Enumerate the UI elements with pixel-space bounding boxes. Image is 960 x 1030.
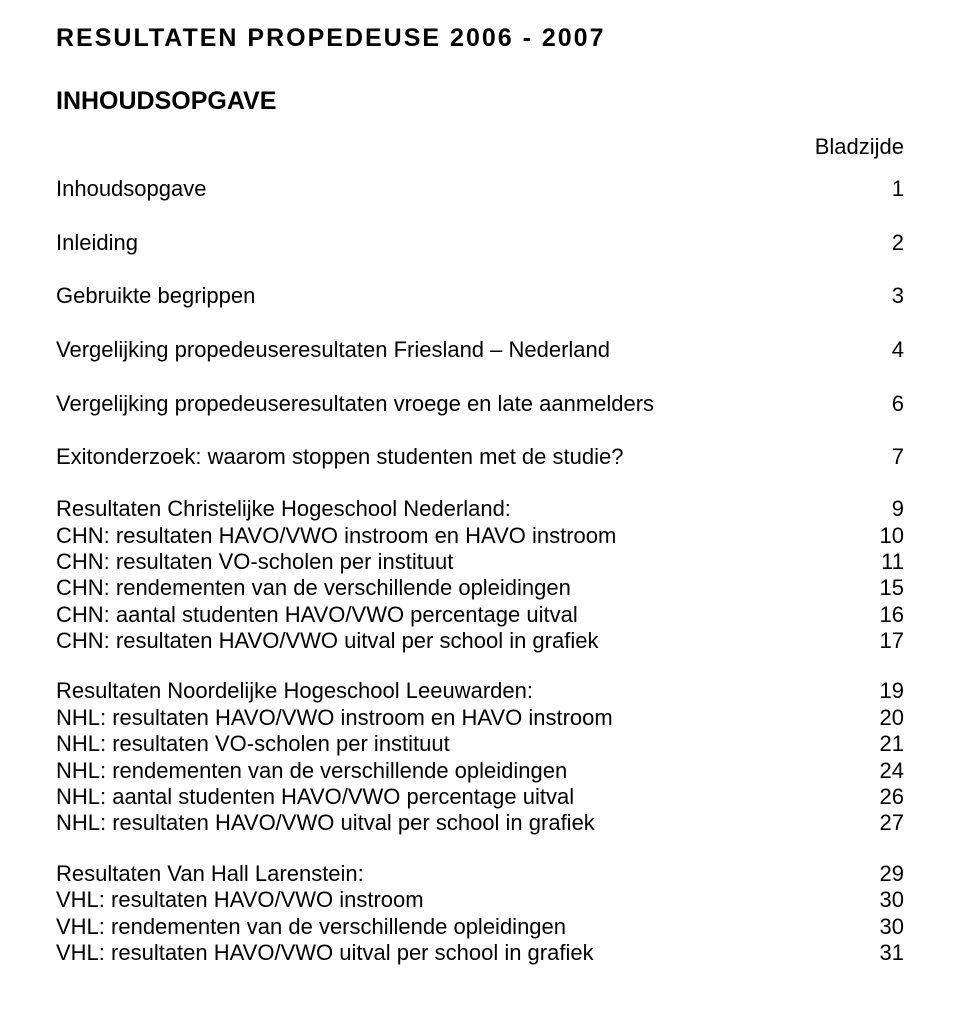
toc-item-label: CHN: resultaten VO-scholen per instituut [56,549,856,575]
toc-item-page: 26 [856,784,904,810]
spacer [56,257,904,281]
toc-item: Inhoudsopgave1 [56,174,904,204]
toc-item-page: 15 [856,575,904,601]
spacer [56,837,904,861]
toc-item-label: CHN: rendementen van de verschillende op… [56,575,856,601]
toc-groups: Resultaten Christelijke Hogeschool Neder… [56,496,904,990]
spacer [56,365,904,389]
toc-item-page: 16 [856,602,904,628]
toc-item-label: VHL: rendementen van de verschillende op… [56,914,856,940]
toc-group-lead: Resultaten Noordelijke Hogeschool Leeuwa… [56,678,904,704]
toc-item: CHN: resultaten HAVO/VWO uitval per scho… [56,628,904,654]
toc-group-lead: Resultaten Christelijke Hogeschool Neder… [56,496,904,522]
toc-item-label: Inhoudsopgave [56,174,856,204]
toc-item: Inleiding2 [56,228,904,258]
spacer [56,311,904,335]
toc-item: NHL: rendementen van de verschillende op… [56,758,904,784]
toc-item-page: 30 [856,887,904,913]
toc-item-page: 1 [856,174,904,204]
spacer [56,654,904,678]
toc-item-label: Vergelijking propedeuseresultaten vroege… [56,389,856,419]
toc-item-page: 31 [856,940,904,966]
toc-item-page: 7 [856,442,904,472]
toc-item-label: Inleiding [56,228,856,258]
toc-item: NHL: resultaten HAVO/VWO uitval per scho… [56,810,904,836]
toc-item-page: 6 [856,389,904,419]
toc-item: CHN: aantal studenten HAVO/VWO percentag… [56,602,904,628]
toc-group: Resultaten Christelijke Hogeschool Neder… [56,496,904,654]
toc-item: Vergelijking propedeuseresultaten Friesl… [56,335,904,365]
toc-item-page: 9 [856,496,904,522]
toc-item-label: VHL: resultaten HAVO/VWO instroom [56,887,856,913]
toc-item-label: Gebruikte begrippen [56,281,856,311]
toc-item-label: NHL: resultaten HAVO/VWO instroom en HAV… [56,705,856,731]
toc-item: NHL: resultaten HAVO/VWO instroom en HAV… [56,705,904,731]
toc-item: Vergelijking propedeuseresultaten vroege… [56,389,904,419]
toc-item-label: NHL: aantal studenten HAVO/VWO percentag… [56,784,856,810]
toc-item-label: Resultaten Christelijke Hogeschool Neder… [56,496,856,522]
toc-item-label: CHN: resultaten HAVO/VWO uitval per scho… [56,628,856,654]
spacer [56,966,904,990]
toc-item: CHN: resultaten VO-scholen per instituut… [56,549,904,575]
toc-item: VHL: resultaten HAVO/VWO uitval per scho… [56,940,904,966]
toc-item: NHL: aantal studenten HAVO/VWO percentag… [56,784,904,810]
toc-item-page: 24 [856,758,904,784]
toc-item-page: 20 [856,705,904,731]
column-header-page: Bladzijde [56,134,904,160]
toc-top-items: Inhoudsopgave1Inleiding2Gebruikte begrip… [56,174,904,496]
document-title: RESULTATEN PROPEDEUSE 2006 - 2007 [56,24,904,53]
toc-item-page: 27 [856,810,904,836]
toc-item-label: CHN: resultaten HAVO/VWO instroom en HAV… [56,523,856,549]
toc-group-lead: Resultaten Van Hall Larenstein:29 [56,861,904,887]
toc-item: VHL: rendementen van de verschillende op… [56,914,904,940]
toc-item-label: NHL: resultaten VO-scholen per instituut [56,731,856,757]
toc-item-page: 3 [856,281,904,311]
toc-item-label: Resultaten Noordelijke Hogeschool Leeuwa… [56,678,856,704]
toc-item-label: CHN: aantal studenten HAVO/VWO percentag… [56,602,856,628]
spacer [56,418,904,442]
toc-item-label: Vergelijking propedeuseresultaten Friesl… [56,335,856,365]
toc-item: CHN: rendementen van de verschillende op… [56,575,904,601]
toc-item-label: NHL: resultaten HAVO/VWO uitval per scho… [56,810,856,836]
toc-item-page: 4 [856,335,904,365]
toc-item-page: 10 [856,523,904,549]
toc-item: NHL: resultaten VO-scholen per instituut… [56,731,904,757]
spacer [56,204,904,228]
toc-item-page: 30 [856,914,904,940]
section-heading: INHOUDSOPGAVE [56,87,904,116]
toc-item-page: 2 [856,228,904,258]
toc-group: Resultaten Van Hall Larenstein:29VHL: re… [56,861,904,967]
toc-item: Exitonderzoek: waarom stoppen studenten … [56,442,904,472]
toc-item-label: Exitonderzoek: waarom stoppen studenten … [56,442,856,472]
toc-item: Gebruikte begrippen3 [56,281,904,311]
toc-item-label: Resultaten Van Hall Larenstein: [56,861,856,887]
toc-item-page: 29 [856,861,904,887]
toc-group: Resultaten Noordelijke Hogeschool Leeuwa… [56,678,904,836]
toc-item-page: 19 [856,678,904,704]
toc-item-page: 11 [856,549,904,575]
toc-item: VHL: resultaten HAVO/VWO instroom30 [56,887,904,913]
toc-item-label: VHL: resultaten HAVO/VWO uitval per scho… [56,940,856,966]
spacer [56,472,904,496]
toc-item: CHN: resultaten HAVO/VWO instroom en HAV… [56,523,904,549]
toc-item-page: 17 [856,628,904,654]
toc-item-page: 21 [856,731,904,757]
toc-item-label: NHL: rendementen van de verschillende op… [56,758,856,784]
